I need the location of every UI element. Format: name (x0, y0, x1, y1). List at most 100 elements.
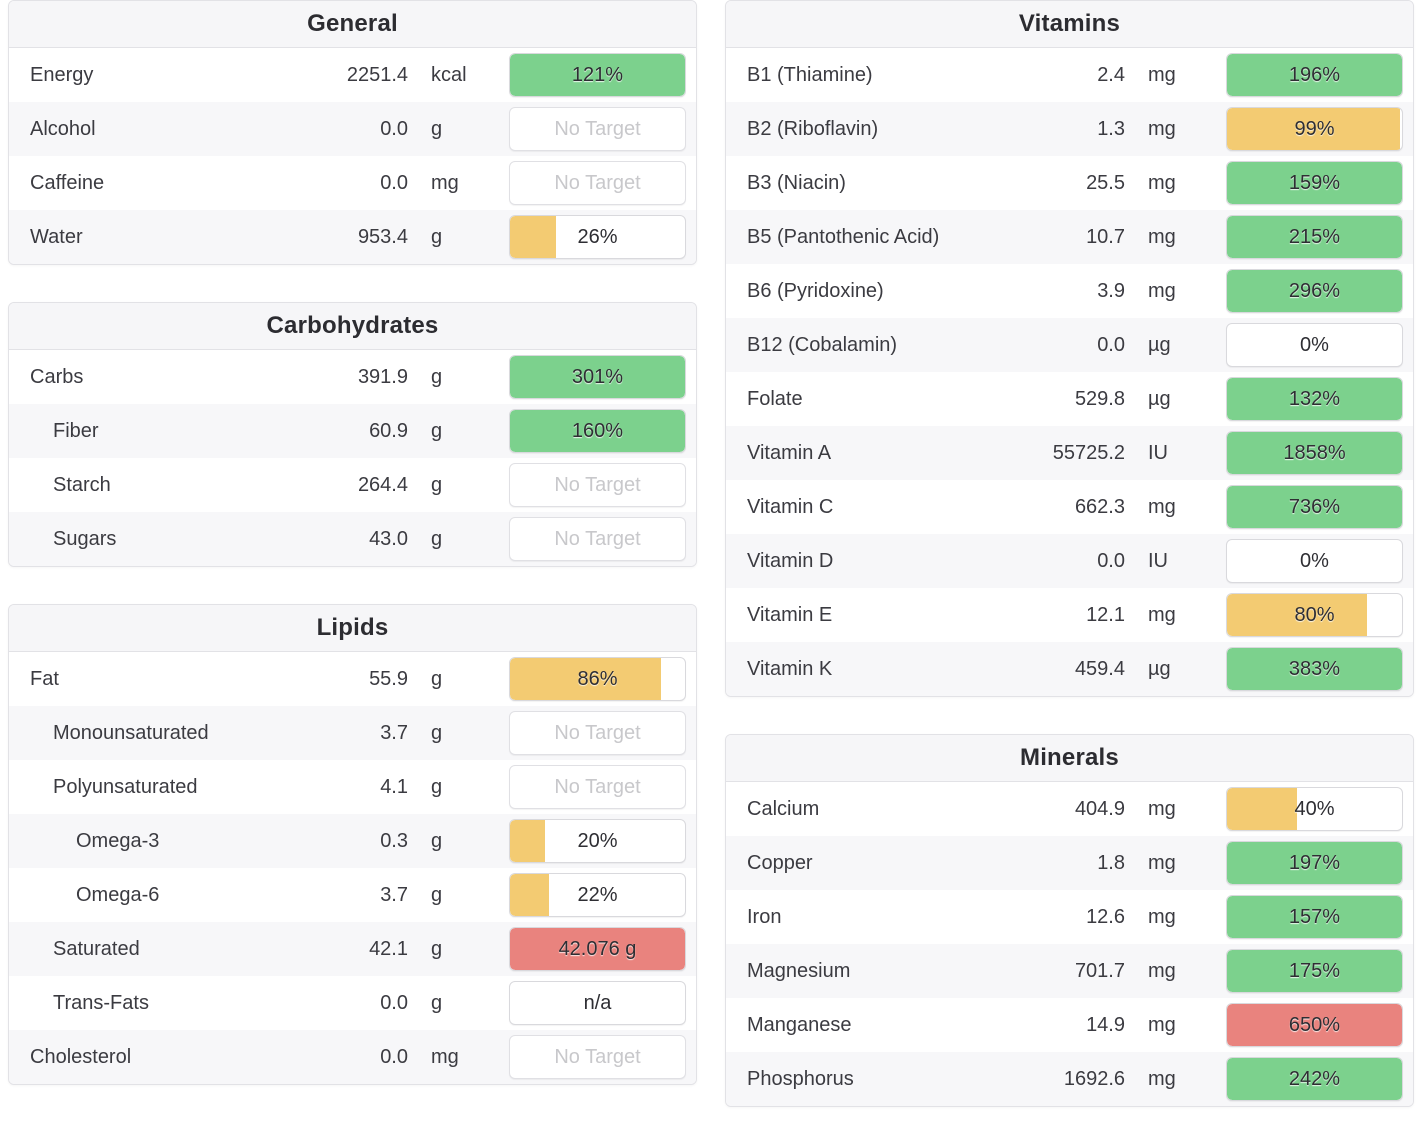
nutrient-row[interactable]: Cholesterol 0.0 mg No Target (9, 1030, 696, 1084)
nutrient-unit: g (431, 721, 443, 744)
nutrient-row[interactable]: Vitamin C 662.3 mg 736% (726, 480, 1413, 534)
nutrient-progress-bar: 0% (1226, 323, 1403, 367)
nutrient-row[interactable]: B5 (Pantothenic Acid) 10.7 mg 215% (726, 210, 1413, 264)
right-column: Vitamins B1 (Thiamine) 2.4 mg 196% B2 (R… (725, 0, 1414, 1144)
nutrient-row[interactable]: Phosphorus 1692.6 mg 242% (726, 1052, 1413, 1106)
nutrient-row[interactable]: Caffeine 0.0 mg No Target (9, 156, 696, 210)
nutrient-progress-bar: 159% (1226, 161, 1403, 205)
progress-fill-bar (510, 410, 685, 452)
nutrient-label: Omega-3 (76, 829, 160, 852)
progress-label: 296% (1288, 279, 1341, 302)
nutrient-unit: g (431, 225, 443, 248)
nutrient-row[interactable]: B3 (Niacin) 25.5 mg 159% (726, 156, 1413, 210)
nutrient-value: 529.8 (1074, 387, 1125, 410)
nutrient-label: Vitamin E (747, 603, 833, 626)
nutrient-row[interactable]: Vitamin D 0.0 IU 0% (726, 534, 1413, 588)
nutrient-panel: Vitamins B1 (Thiamine) 2.4 mg 196% B2 (R… (725, 0, 1414, 697)
nutrient-row[interactable]: Iron 12.6 mg 157% (726, 890, 1413, 944)
nutrient-row[interactable]: Calcium 404.9 mg 40% (726, 782, 1413, 836)
nutrient-row[interactable]: Vitamin K 459.4 µg 383% (726, 642, 1413, 696)
progress-label: 80% (1294, 603, 1335, 626)
nutrient-value: 391.9 (357, 365, 408, 388)
nutrient-progress-bar: 0% (1226, 539, 1403, 583)
nutrient-label: Carbs (30, 365, 84, 388)
panel-header: Minerals (726, 735, 1413, 782)
progress-label: No Target (554, 171, 641, 194)
nutrient-row[interactable]: Monounsaturated 3.7 g No Target (9, 706, 696, 760)
nutrient-row[interactable]: Trans-Fats 0.0 g n/a (9, 976, 696, 1030)
nutrient-value: 14.9 (1086, 1013, 1125, 1036)
nutrient-unit: g (431, 937, 443, 960)
nutrient-progress-bar: 26% (509, 215, 686, 259)
nutrient-row[interactable]: Carbs 391.9 g 301% (9, 350, 696, 404)
progress-fill-bar (1227, 270, 1402, 312)
nutrient-row[interactable]: Folate 529.8 µg 132% (726, 372, 1413, 426)
nutrient-label: Starch (53, 473, 111, 496)
nutrient-label: Fiber (53, 419, 99, 442)
nutrient-row[interactable]: Copper 1.8 mg 197% (726, 836, 1413, 890)
progress-fill-bar (1227, 1004, 1402, 1046)
nutrient-row[interactable]: B2 (Riboflavin) 1.3 mg 99% (726, 102, 1413, 156)
nutrient-row[interactable]: Alcohol 0.0 g No Target (9, 102, 696, 156)
progress-fill-bar (1227, 378, 1402, 420)
nutrient-value: 1.8 (1097, 851, 1125, 874)
nutrient-value: 1.3 (1097, 117, 1125, 140)
progress-label: 42.076 g (558, 937, 637, 960)
nutrient-unit: µg (1148, 333, 1171, 356)
nutrient-value: 10.7 (1086, 225, 1125, 248)
progress-label: 86% (577, 667, 618, 690)
progress-fill-bar (510, 874, 549, 916)
nutrient-row[interactable]: Sugars 43.0 g No Target (9, 512, 696, 566)
nutrient-row[interactable]: Fat 55.9 g 86% (9, 652, 696, 706)
nutrient-unit: mg (431, 171, 459, 194)
progress-fill-bar (510, 356, 685, 398)
nutrient-row[interactable]: Fiber 60.9 g 160% (9, 404, 696, 458)
nutrient-unit: g (431, 117, 443, 140)
progress-label: 132% (1288, 387, 1341, 410)
progress-fill-bar (1227, 896, 1402, 938)
nutrient-progress-bar: No Target (509, 517, 686, 561)
nutrient-value: 0.0 (380, 171, 408, 194)
nutrient-row[interactable]: Energy 2251.4 kcal 121% (9, 48, 696, 102)
nutrient-unit: mg (1148, 905, 1176, 928)
nutrient-row[interactable]: Saturated 42.1 g 42.076 g (9, 922, 696, 976)
nutrient-row[interactable]: Magnesium 701.7 mg 175% (726, 944, 1413, 998)
nutrient-unit: mg (1148, 797, 1176, 820)
left-column: General Energy 2251.4 kcal 121% Alcohol … (8, 0, 697, 1122)
nutrient-unit: mg (431, 1045, 459, 1068)
nutrient-row[interactable]: Omega-6 3.7 g 22% (9, 868, 696, 922)
nutrient-row[interactable]: Manganese 14.9 mg 650% (726, 998, 1413, 1052)
progress-fill-bar (1227, 1058, 1402, 1100)
nutrient-row[interactable]: Omega-3 0.3 g 20% (9, 814, 696, 868)
nutrient-row[interactable]: Polyunsaturated 4.1 g No Target (9, 760, 696, 814)
nutrient-value: 55725.2 (1052, 441, 1125, 464)
nutrient-label: Phosphorus (747, 1067, 854, 1090)
nutrient-progress-bar: 215% (1226, 215, 1403, 259)
nutrient-value: 3.7 (380, 883, 408, 906)
nutrient-row[interactable]: B6 (Pyridoxine) 3.9 mg 296% (726, 264, 1413, 318)
nutrient-row[interactable]: Starch 264.4 g No Target (9, 458, 696, 512)
nutrient-label: Vitamin K (747, 657, 833, 680)
panel-title: Carbohydrates (266, 312, 439, 339)
nutrient-label: Energy (30, 63, 94, 86)
progress-fill-bar (510, 658, 661, 700)
nutrient-label: Polyunsaturated (53, 775, 198, 798)
nutrient-progress-bar: No Target (509, 161, 686, 205)
nutrient-progress-bar: 242% (1226, 1057, 1403, 1101)
progress-label: 159% (1288, 171, 1341, 194)
nutrient-label: Fat (30, 667, 59, 690)
nutrient-progress-bar: 132% (1226, 377, 1403, 421)
nutrient-row[interactable]: Vitamin E 12.1 mg 80% (726, 588, 1413, 642)
nutrient-label: Cholesterol (30, 1045, 132, 1068)
nutrient-unit: µg (1148, 657, 1171, 680)
nutrient-row[interactable]: B1 (Thiamine) 2.4 mg 196% (726, 48, 1413, 102)
nutrient-label: B3 (Niacin) (747, 171, 846, 194)
nutrient-row[interactable]: B12 (Cobalamin) 0.0 µg 0% (726, 318, 1413, 372)
nutrient-progress-bar: 175% (1226, 949, 1403, 993)
nutrient-row[interactable]: Vitamin A 55725.2 IU 1858% (726, 426, 1413, 480)
progress-label: 99% (1294, 117, 1335, 140)
nutrient-row[interactable]: Water 953.4 g 26% (9, 210, 696, 264)
progress-label: n/a (583, 991, 612, 1014)
nutrient-label: Caffeine (30, 171, 105, 194)
nutrient-value: 55.9 (369, 667, 408, 690)
